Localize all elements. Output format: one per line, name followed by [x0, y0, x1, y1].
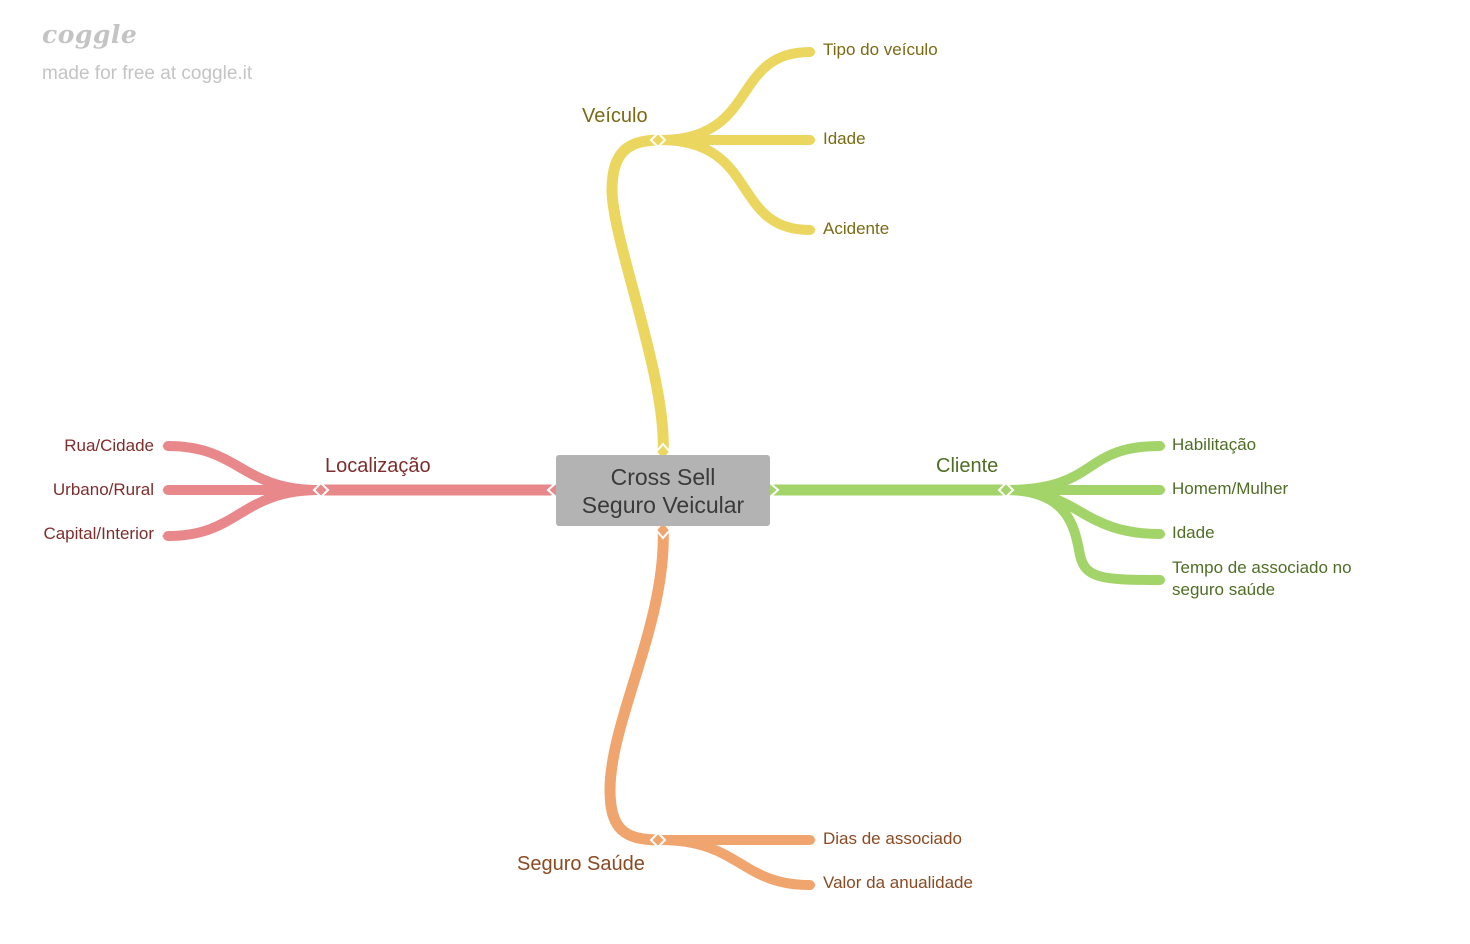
branch-cliente-label[interactable]: Cliente — [936, 455, 999, 477]
veiculo-junction — [649, 131, 667, 149]
leaf-cap-capital-interior — [162, 531, 170, 541]
leaf-cap-acidente — [808, 225, 816, 235]
leaf-tempo-associado-line2: seguro saúde — [1172, 580, 1276, 599]
leaf-cap-idade-veiculo — [808, 135, 816, 145]
leaf-cap-urbano-rural — [162, 485, 170, 495]
leaf-cap-habilitacao — [1158, 441, 1166, 451]
leaf-cap-tipo-veiculo — [808, 47, 816, 57]
leaf-idade-veiculo[interactable]: Idade — [823, 129, 866, 148]
localizacao-junction — [312, 481, 330, 499]
branch-seguro-saude-label[interactable]: Seguro Saúde — [517, 853, 645, 875]
leaf-capital-interior[interactable]: Capital/Interior — [43, 524, 154, 543]
leaf-tempo-associado[interactable]: Tempo de associado no seguro saúde — [1172, 557, 1352, 601]
leaf-connector-habilitacao — [1001, 441, 1165, 495]
leaf-rua-cidade[interactable]: Rua/Cidade — [64, 436, 154, 455]
center-bottom-anchor — [654, 520, 672, 540]
central-node-title-line2: Seguro Veicular — [581, 491, 745, 518]
leaf-habilitacao[interactable]: Habilitação — [1172, 435, 1257, 454]
leaf-cap-tempo-associado — [1158, 575, 1166, 585]
leaf-acidente[interactable]: Acidente — [823, 219, 890, 238]
leaf-tipo-veiculo[interactable]: Tipo do veículo — [823, 40, 938, 59]
leaf-cap-rua-cidade — [162, 441, 170, 451]
central-node-title-line1: Cross Sell — [610, 463, 716, 490]
leaf-tempo-associado-line1: Tempo de associado no — [1172, 558, 1352, 577]
leaf-cap-dias-associado — [808, 835, 816, 845]
leaf-urbano-rural[interactable]: Urbano/Rural — [52, 480, 154, 499]
seguro-saude-junction — [649, 831, 667, 849]
leaf-connector-capital-interior — [163, 485, 325, 541]
leaf-connector-acidente — [655, 135, 815, 235]
leaf-cap-valor-anualidade — [808, 880, 816, 890]
branch-veiculo-label[interactable]: Veículo — [582, 105, 648, 127]
branch-veiculo-connector — [606, 134, 669, 461]
leaf-dias-associado[interactable]: Dias de associado — [823, 829, 962, 848]
leaf-connector-valor-anualidade — [655, 835, 815, 890]
leaf-valor-anualidade[interactable]: Valor da anualidade — [823, 873, 973, 892]
branch-localizacao-label[interactable]: Localização — [325, 455, 431, 477]
leaf-homem-mulher[interactable]: Homem/Mulher — [1172, 479, 1289, 498]
leaf-idade-cliente[interactable]: Idade — [1172, 523, 1215, 542]
branch-seguro-saude-connector — [604, 520, 669, 846]
central-node[interactable]: Cross Sell Seguro Veicular — [556, 455, 770, 526]
leaf-connector-rua-cidade — [163, 441, 325, 495]
leaf-connector-tempo-associado — [1001, 485, 1165, 585]
leaf-cap-idade-cliente — [1158, 529, 1166, 539]
coggle-logo[interactable]: coggle — [42, 20, 138, 49]
cliente-junction — [997, 481, 1015, 499]
leaf-connector-tipo-veiculo — [655, 47, 815, 145]
coggle-tagline[interactable]: made for free at coggle.it — [42, 63, 253, 84]
leaf-cap-homem-mulher — [1158, 485, 1166, 495]
